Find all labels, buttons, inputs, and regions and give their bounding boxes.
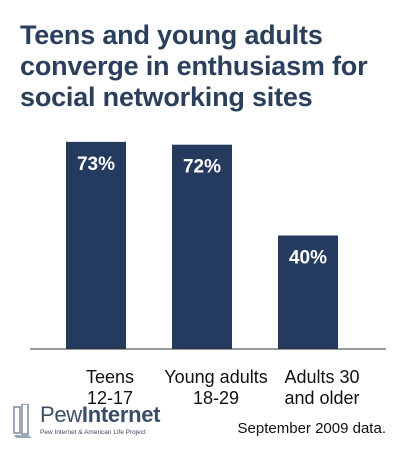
chart-title-line-2: converge in enthusiasm for [20,51,368,81]
data-date-note: September 2009 data. [237,420,386,437]
pew-internet-logo: PewInternet Pew Internet & American Life… [12,402,172,447]
bar-0 [66,141,126,349]
bar-1 [172,144,232,349]
bars-group: 73% 72% 40% [66,141,338,349]
chart-title: Teens and young adults converge in enthu… [20,20,390,113]
bar-2 [278,235,338,349]
logo-subtitle: Pew Internet & American Life Project [40,429,146,436]
category-label-line: 18-29 [192,388,240,408]
category-label-adults-30: Adults 30 and older [252,367,392,409]
category-label-line: 12-17 [86,388,134,408]
category-label-line: Teens [85,367,135,387]
category-label-line: Adults 30 [284,367,360,387]
logo-word-internet: Internet [81,402,161,427]
category-label-line: and older [284,388,360,408]
category-label-young-adults: Young adults 18-29 [146,367,286,409]
data-label-0: 73% [77,154,115,175]
category-label-line: Young adults [164,367,268,387]
category-label-teens: Teens 12-17 [40,367,180,409]
logo-mark-icon [13,404,32,438]
chart-title-line-3: social networking sites [20,82,313,112]
logo-wordmark: PewInternet [40,402,160,428]
chart-title-line-1: Teens and young adults [20,20,323,50]
data-label-1: 72% [183,157,221,178]
data-label-2: 40% [289,248,327,269]
logo-word-pew: Pew [40,402,82,427]
